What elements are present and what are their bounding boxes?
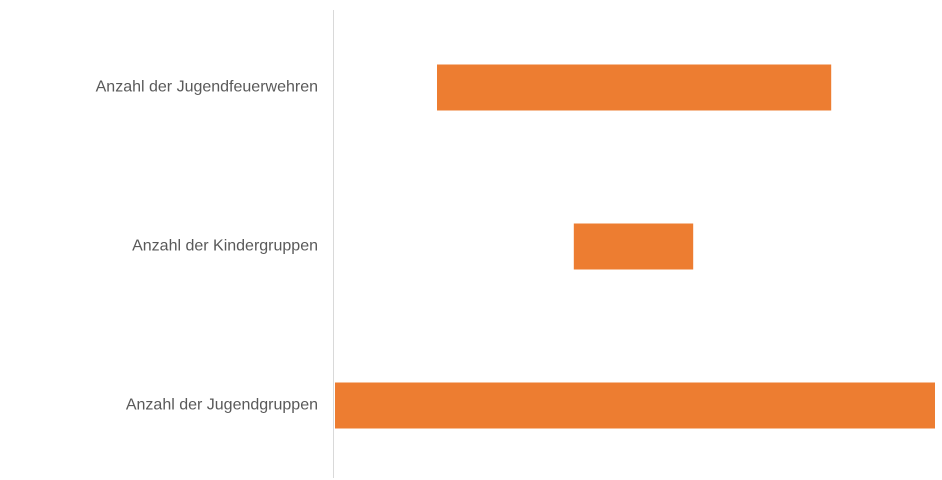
bar: [335, 382, 935, 429]
bar: [437, 64, 832, 111]
y-tick-label: Anzahl der Jugendfeuerwehren: [96, 79, 318, 96]
y-tick-label: Anzahl der Kindergruppen: [132, 238, 318, 255]
y-tick-label: Anzahl der Jugendgruppen: [126, 397, 318, 414]
bar: [573, 223, 694, 270]
